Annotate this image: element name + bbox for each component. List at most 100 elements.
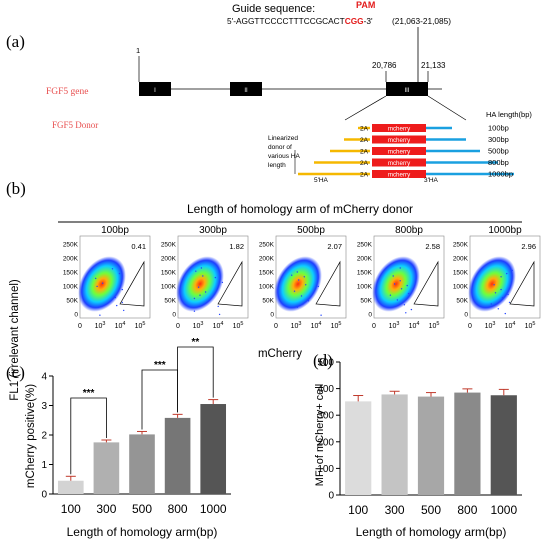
flow-xtick: 105 <box>135 321 146 330</box>
donor-cassette-label-4: mcherry <box>388 171 411 178</box>
pos-left: 20,786 <box>372 61 397 70</box>
flow-xtick: 104 <box>505 321 516 330</box>
flow-density-cloud <box>372 256 420 312</box>
flow-xtick: 0 <box>372 323 376 330</box>
flow-xtick: 103 <box>389 321 400 330</box>
flow-dot <box>97 306 100 308</box>
flow-ytick: 150K <box>63 270 79 277</box>
y-tick-label: 0 <box>328 491 334 502</box>
flow-ytick: 250K <box>161 242 177 249</box>
flow-dot <box>407 292 410 295</box>
y-tick-label: 500 <box>317 358 334 369</box>
flow-plot-title: 500bp <box>297 225 325 236</box>
chart-c-ylabel: mCherry positive(%) <box>25 384 37 488</box>
flow-xtick: 105 <box>525 321 536 330</box>
flow-ytick: 150K <box>259 270 275 277</box>
y-tick-label: 200 <box>317 437 334 448</box>
flow-ytick: 100K <box>63 284 79 291</box>
y-tick-label: 100 <box>317 464 334 475</box>
x-tick-label: 500 <box>132 502 152 516</box>
bar-500 <box>129 434 155 494</box>
bar-300 <box>93 442 120 494</box>
flow-ytick: 0 <box>368 312 372 319</box>
flow-dot <box>221 281 224 284</box>
pos-start: 1 <box>136 46 140 55</box>
bar-1000 <box>490 395 517 495</box>
flow-ytick: 100K <box>161 284 177 291</box>
flow-plot-1000bp: 1000bp 2.96 250K 200K 150K 100K 50K 00 103 104 105 <box>453 225 541 330</box>
exon-1-label: I <box>154 88 156 94</box>
flow-xtick: 103 <box>193 321 204 330</box>
flow-xtick: 0 <box>176 323 180 330</box>
x-tick-label: 300 <box>385 503 405 517</box>
flow-dot <box>218 313 221 316</box>
flow-dot <box>494 292 497 294</box>
ha-length-3: 800bp <box>488 158 509 167</box>
exon-2 <box>230 82 262 96</box>
flow-dot <box>199 294 201 296</box>
flow-ytick: 100K <box>357 284 373 291</box>
zoom-lines <box>344 95 467 121</box>
ha-length-1: 300bp <box>488 135 509 144</box>
flow-xtick: 105 <box>429 321 440 330</box>
flow-xtick: 105 <box>233 321 244 330</box>
bar-800 <box>454 392 481 495</box>
panel-b: (b) Length of homology arm of mCherry do… <box>6 179 541 401</box>
bar-300 <box>381 394 408 495</box>
flow-gate-value: 2.07 <box>327 242 342 251</box>
bar-1000 <box>200 404 227 494</box>
y-tick-label: 400 <box>317 384 334 395</box>
ha-header: HA length(bp) <box>486 110 532 119</box>
flow-dot <box>114 296 117 299</box>
x-tick-label: 800 <box>457 503 477 517</box>
flow-dot <box>296 306 298 308</box>
flow-dot <box>399 267 401 269</box>
flow-dot <box>123 309 125 312</box>
x-tick-label: 500 <box>421 503 441 517</box>
flow-ytick: 200K <box>259 256 275 263</box>
flow-dot <box>410 308 413 311</box>
chart-d-ylabel: MFI of mCherry+ cell <box>314 384 326 486</box>
flow-dot <box>497 308 499 310</box>
flow-ytick: 0 <box>172 312 176 319</box>
flow-ytick: 250K <box>259 242 275 249</box>
guide-coords: (21,063-21,085) <box>392 16 451 26</box>
flow-dot <box>501 296 504 299</box>
flow-dot <box>303 276 305 278</box>
chart-c-xlabel: Length of homology arm(bp) <box>67 525 218 539</box>
flow-dot <box>305 284 307 286</box>
donor-2a-0: 2A <box>360 126 369 133</box>
flow-plot-title: 1000bp <box>488 225 522 236</box>
flow-dot <box>493 284 495 286</box>
donor-2a-4: 2A <box>360 172 369 179</box>
significance-label: *** <box>154 360 166 371</box>
flow-dot <box>307 300 310 302</box>
flow-dot <box>389 294 392 296</box>
flow-ytick: 50K <box>262 298 274 305</box>
x-tick-label: 300 <box>96 502 116 516</box>
panel-b-label: (b) <box>6 179 26 198</box>
flow-xtick: 104 <box>115 321 126 330</box>
significance-label: ** <box>192 337 200 348</box>
flow-xtick: 104 <box>311 321 322 330</box>
y-tick-label: 300 <box>317 411 334 422</box>
flow-dot <box>317 285 319 288</box>
flow-gate <box>315 260 341 307</box>
donor-label: FGF5 Donor <box>52 120 98 130</box>
flow-dot <box>504 312 506 315</box>
flow-gate-value: 2.58 <box>425 242 440 251</box>
donor-cassette-3 <box>372 158 426 167</box>
flow-ytick: 200K <box>161 256 177 263</box>
x-tick-label: 100 <box>348 503 368 517</box>
significance-bracket <box>177 346 214 413</box>
flow-dot <box>116 304 118 307</box>
flow-gate <box>509 260 535 307</box>
flow-xtick: 103 <box>485 321 496 330</box>
flow-dot <box>392 275 394 277</box>
flow-dot <box>298 279 300 281</box>
flow-dot <box>403 304 406 306</box>
